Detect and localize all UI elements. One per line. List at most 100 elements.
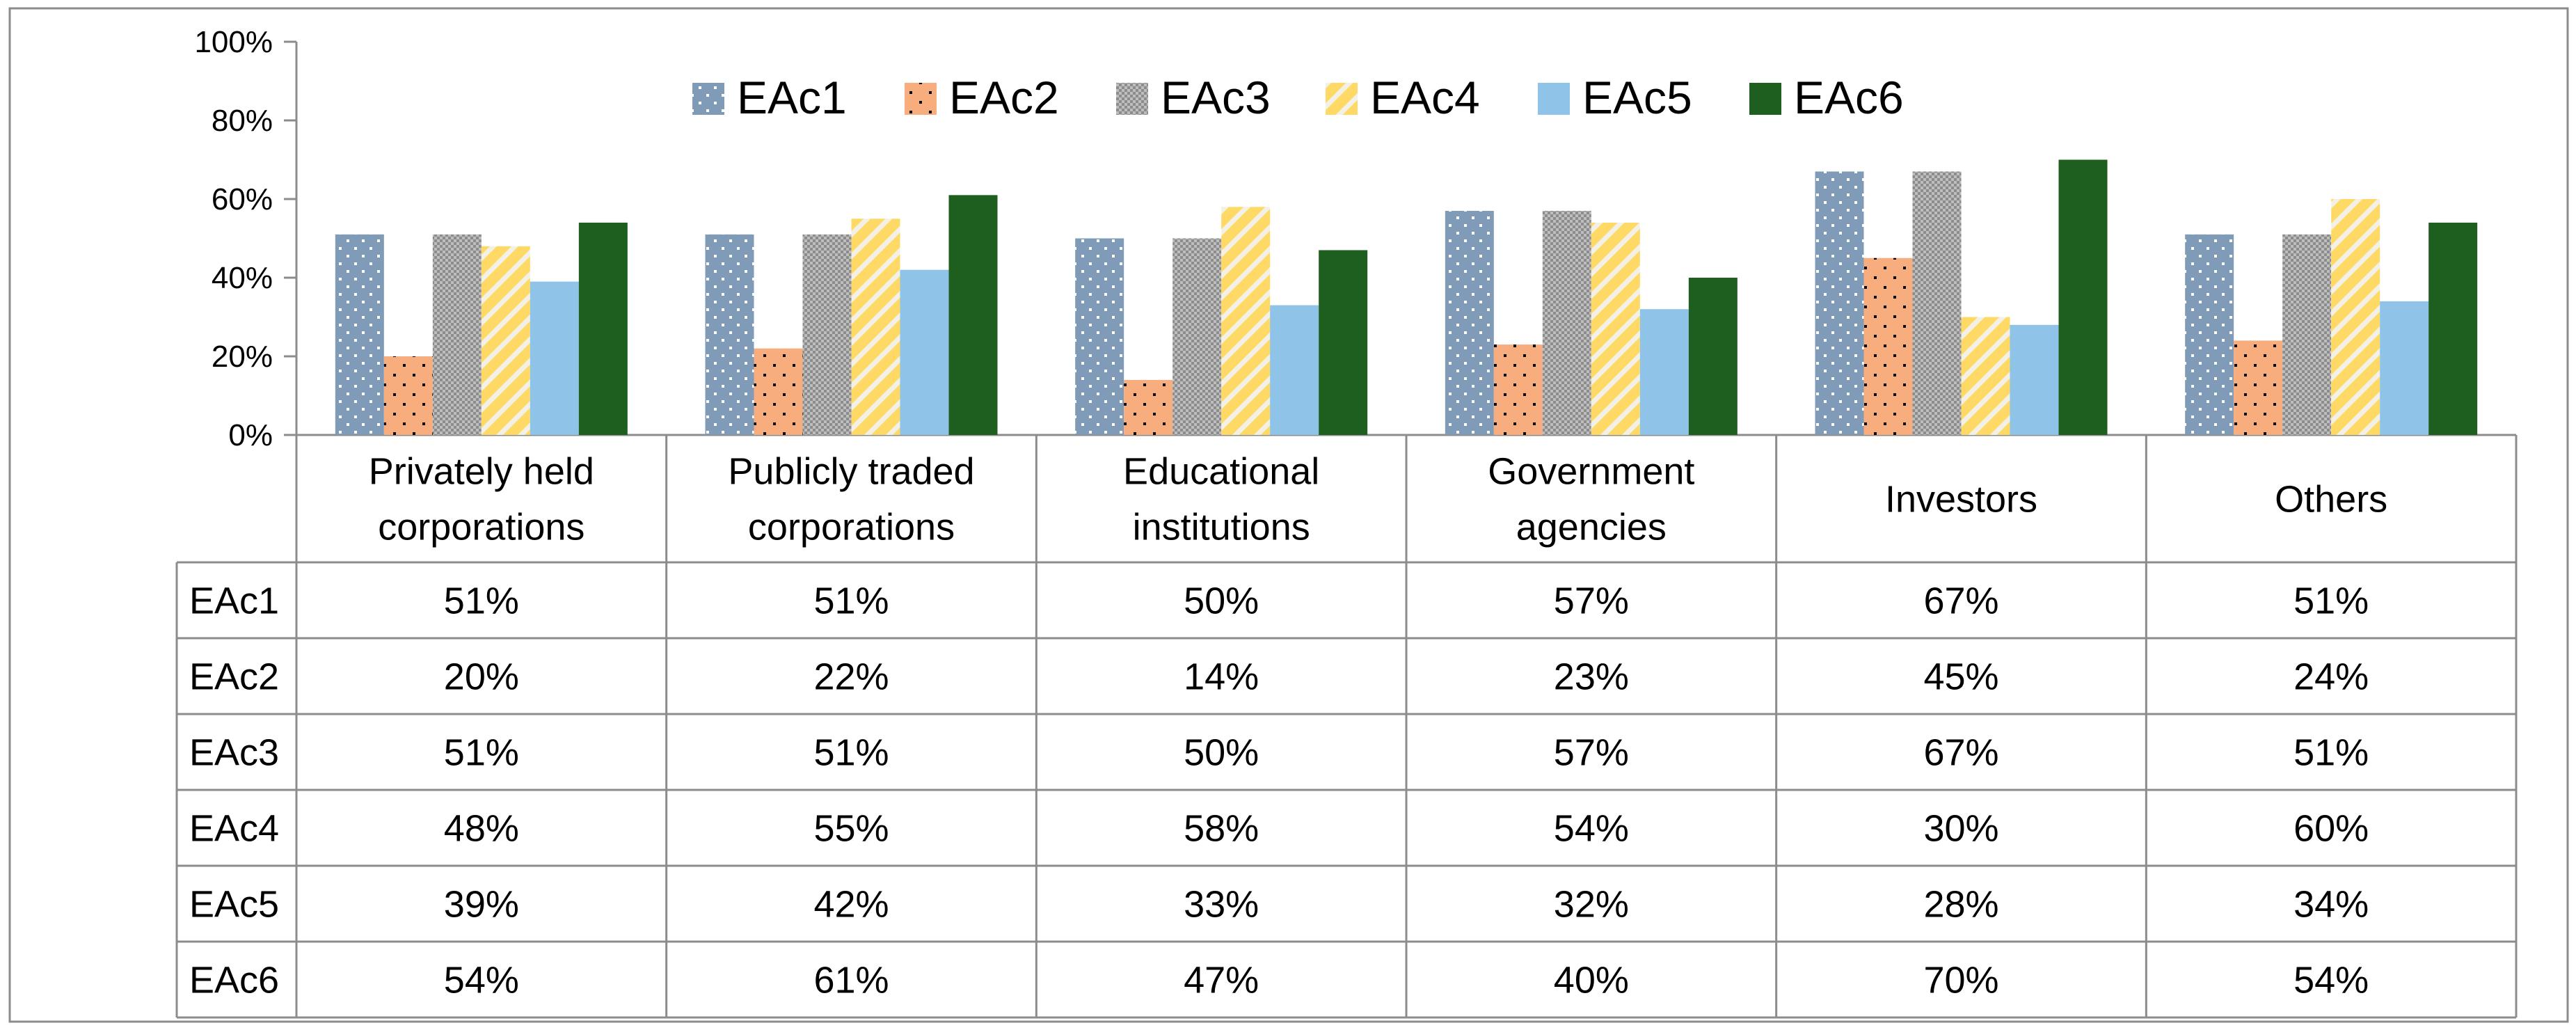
bar-eac1 — [2185, 234, 2234, 435]
legend-label-eac6: EAc6 — [1794, 72, 1904, 123]
legend-label-eac2: EAc2 — [949, 72, 1059, 123]
bar-eac4 — [2331, 199, 2380, 435]
table-cell-value: 51% — [2293, 580, 2369, 622]
category-label: institutions — [1133, 507, 1310, 548]
bar-eac2 — [754, 348, 803, 435]
bar-eac5 — [1639, 309, 1689, 435]
bar-eac5 — [2380, 301, 2429, 435]
table-row-label: EAc4 — [189, 808, 279, 850]
table-cell-value: 60% — [2293, 808, 2369, 850]
table-cell-value: 51% — [444, 732, 519, 774]
bar-eac4 — [1591, 222, 1640, 435]
table-cell-value: 51% — [2293, 732, 2369, 774]
legend-swatch-eac2 — [905, 83, 937, 115]
category-label: corporations — [748, 507, 955, 548]
table-cell-value: 50% — [1184, 580, 1259, 622]
legend-swatch-eac5 — [1538, 83, 1570, 115]
chart-border — [8, 7, 2569, 1023]
y-tick-label: 0% — [228, 418, 273, 452]
bar-eac6 — [2428, 222, 2478, 435]
legend-label-eac3: EAc3 — [1161, 72, 1271, 123]
category-label: Government — [1488, 451, 1694, 493]
bar-eac3 — [1542, 210, 1591, 435]
table-cell-value: 28% — [1923, 884, 1998, 926]
legend-swatch-eac3 — [1116, 83, 1148, 115]
bar-eac5 — [2010, 324, 2059, 435]
table-cell-value: 55% — [813, 808, 889, 850]
bar-eac3 — [802, 234, 852, 435]
bar-eac4 — [481, 246, 530, 435]
y-tick-label: 100% — [194, 25, 273, 59]
table-cell-value: 47% — [1184, 960, 1259, 1001]
bar-eac3 — [2282, 234, 2332, 435]
category-label: agencies — [1516, 507, 1667, 548]
table-cell-value: 20% — [444, 656, 519, 698]
bar-eac2 — [1863, 258, 1913, 435]
bar-eac5 — [1270, 305, 1319, 435]
table-cell-value: 30% — [1923, 808, 1998, 850]
bar-eac1 — [1445, 210, 1494, 435]
bar-eac3 — [432, 234, 482, 435]
table-row-label: EAc6 — [189, 960, 279, 1001]
legend-swatch-eac6 — [1749, 83, 1781, 115]
table-cell-value: 32% — [1554, 884, 1629, 926]
bar-eac2 — [1124, 379, 1173, 435]
table-cell-value: 39% — [444, 884, 519, 926]
y-tick-label: 80% — [212, 104, 273, 138]
table-cell-value: 54% — [444, 960, 519, 1001]
bar-eac6 — [948, 195, 998, 435]
table-cell-value: 57% — [1554, 580, 1629, 622]
table-cell-value: 61% — [813, 960, 889, 1001]
table-row-label: EAc2 — [189, 656, 279, 698]
category-label: Educational — [1123, 451, 1319, 493]
table-cell-value: 67% — [1923, 732, 1998, 774]
bar-eac3 — [1172, 238, 1222, 435]
table-cell-value: 22% — [813, 656, 889, 698]
y-tick-label: 40% — [212, 261, 273, 295]
bar-eac1 — [1075, 238, 1124, 435]
table-cell-value: 54% — [1554, 808, 1629, 850]
category-label: Others — [2275, 479, 2387, 521]
table-cell-value: 23% — [1554, 656, 1629, 698]
category-label: corporations — [378, 507, 585, 548]
bar-eac1 — [705, 234, 754, 435]
table-cell-value: 45% — [1923, 656, 1998, 698]
bar-eac2 — [383, 356, 433, 435]
bar-eac5 — [900, 269, 949, 435]
table-row-label: EAc5 — [189, 884, 279, 926]
bar-eac4 — [851, 219, 900, 435]
legend-swatch-eac4 — [1326, 83, 1358, 115]
table-cell-value: 67% — [1923, 580, 1998, 622]
category-label: Publicly traded — [728, 451, 974, 493]
table-cell-value: 48% — [444, 808, 519, 850]
bar-eac2 — [1493, 344, 1543, 435]
table-cell-value: 70% — [1923, 960, 1998, 1001]
bar-eac4 — [1221, 207, 1271, 435]
bar-eac1 — [335, 234, 384, 435]
table-row-label: EAc1 — [189, 580, 279, 622]
bar-eac4 — [1961, 317, 2010, 435]
legend-label-eac4: EAc4 — [1370, 72, 1480, 123]
bar-eac6 — [578, 222, 628, 435]
bar-eac6 — [2058, 159, 2108, 435]
table-cell-value: 50% — [1184, 732, 1259, 774]
table-cell-value: 57% — [1554, 732, 1629, 774]
table-cell-value: 14% — [1184, 656, 1259, 698]
y-tick-label: 20% — [212, 340, 273, 374]
bar-eac2 — [2234, 340, 2283, 435]
table-cell-value: 51% — [444, 580, 519, 622]
table-cell-value: 33% — [1184, 884, 1259, 926]
table-cell-value: 42% — [813, 884, 889, 926]
bar-eac6 — [1319, 250, 1368, 435]
table-cell-value: 58% — [1184, 808, 1259, 850]
table-cell-value: 24% — [2293, 656, 2369, 698]
table-cell-value: 34% — [2293, 884, 2369, 926]
legend-label-eac1: EAc1 — [737, 72, 847, 123]
legend-label-eac5: EAc5 — [1582, 72, 1692, 123]
category-label: Investors — [1885, 479, 2037, 521]
bar-eac3 — [1912, 171, 1962, 435]
legend-swatch-eac1 — [692, 83, 724, 115]
table-cell-value: 51% — [813, 580, 889, 622]
bar-eac1 — [1815, 171, 1864, 435]
